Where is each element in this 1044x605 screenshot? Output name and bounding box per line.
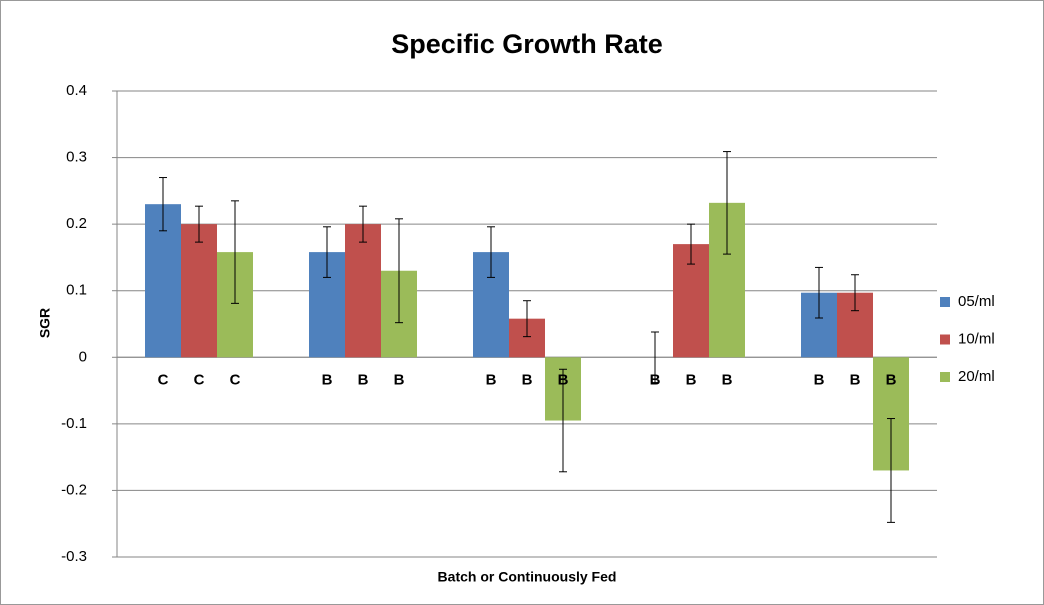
error-bar xyxy=(559,368,567,473)
legend-swatch xyxy=(940,372,950,382)
error-bar xyxy=(687,223,695,265)
bar-letter: B xyxy=(686,371,697,388)
error-bar xyxy=(523,300,531,338)
bar-letter: B xyxy=(394,371,405,388)
error-bar xyxy=(195,205,203,243)
chart-title: Specific Growth Rate xyxy=(391,29,663,59)
bar-letter: C xyxy=(230,371,241,388)
bar-letter: B xyxy=(814,371,825,388)
legend-label: 10/ml xyxy=(958,330,995,347)
error-bar xyxy=(395,218,403,324)
bar-letter: C xyxy=(158,371,169,388)
bar-letter: C xyxy=(194,371,205,388)
error-bar xyxy=(723,151,731,255)
error-bar xyxy=(487,226,495,278)
y-axis-label: SGR xyxy=(37,308,53,338)
bar-letter: B xyxy=(486,371,497,388)
bar-letter: B xyxy=(322,371,333,388)
legend-label: 20/ml xyxy=(958,368,995,385)
bar-letter: B xyxy=(522,371,533,388)
error-bar xyxy=(159,177,167,232)
error-bar xyxy=(651,331,659,384)
y-tick-label: 0.2 xyxy=(66,215,87,232)
error-bar xyxy=(887,418,895,523)
y-tick-label: 0 xyxy=(79,348,87,365)
y-tick-label: 0.3 xyxy=(66,149,87,166)
y-tick-label: -0.2 xyxy=(61,481,87,498)
y-tick-label: 0.4 xyxy=(66,82,87,99)
bar-letter: B xyxy=(650,371,661,388)
error-bar xyxy=(359,205,367,243)
y-tick-label: -0.3 xyxy=(61,548,87,565)
bar-letter: B xyxy=(850,371,861,388)
y-tick-label: -0.1 xyxy=(61,415,87,432)
error-bar xyxy=(815,266,823,319)
legend-swatch xyxy=(940,297,950,307)
error-bar xyxy=(323,226,331,278)
bar xyxy=(345,224,381,358)
bar-letter: B xyxy=(558,371,569,388)
bar-letter: B xyxy=(722,371,733,388)
y-tick-label: 0.1 xyxy=(66,282,87,299)
bar-letter: B xyxy=(886,371,897,388)
bar xyxy=(181,224,217,358)
legend-swatch xyxy=(940,334,950,345)
bar-letter: B xyxy=(358,371,369,388)
error-bar xyxy=(851,274,859,312)
error-bar xyxy=(231,200,239,304)
x-axis-label: Batch or Continuously Fed xyxy=(438,569,617,585)
legend-label: 05/ml xyxy=(958,293,995,310)
